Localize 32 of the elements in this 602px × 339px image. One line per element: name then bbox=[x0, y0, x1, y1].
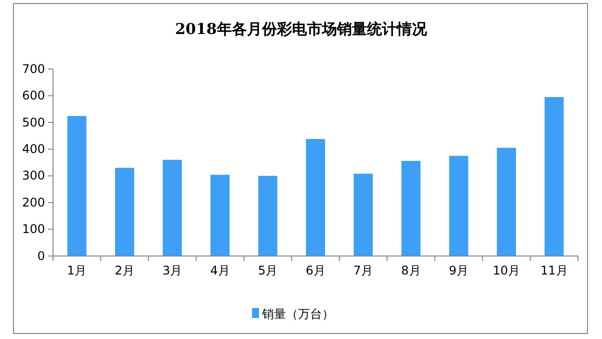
y-tick-label: 600 bbox=[22, 88, 45, 103]
x-tick-label: 5月 bbox=[258, 264, 278, 278]
bar bbox=[162, 160, 182, 256]
x-tick-label: 9月 bbox=[448, 264, 468, 278]
x-tick-label: 10月 bbox=[492, 264, 520, 278]
bar bbox=[401, 160, 420, 256]
x-tick-label: 4月 bbox=[210, 264, 230, 278]
y-tick-label: 500 bbox=[22, 115, 45, 130]
y-tick-label: 400 bbox=[22, 142, 45, 156]
y-tick-label: 300 bbox=[22, 168, 45, 183]
legend-label: 销量（万台） bbox=[261, 307, 334, 321]
bar bbox=[496, 148, 516, 256]
chart-title: 2018年各月份彩电市场销量统计情况 bbox=[175, 20, 428, 38]
x-tick-label: 1月 bbox=[67, 264, 87, 278]
x-tick-label: 8月 bbox=[401, 264, 421, 278]
bar bbox=[210, 174, 230, 256]
x-tick-label: 2月 bbox=[114, 264, 134, 278]
bar bbox=[306, 138, 326, 256]
bar bbox=[354, 174, 373, 256]
y-tick-label: 0 bbox=[37, 248, 45, 263]
bar bbox=[449, 156, 468, 256]
bar bbox=[544, 97, 564, 256]
x-tick-label: 6月 bbox=[306, 264, 326, 278]
bar bbox=[67, 116, 86, 256]
x-tick-label: 11月 bbox=[540, 264, 568, 278]
bar bbox=[115, 168, 134, 256]
y-tick-label: 200 bbox=[22, 195, 45, 210]
x-tick-label: 7月 bbox=[353, 264, 374, 278]
bar bbox=[258, 176, 278, 256]
y-tick-label: 100 bbox=[22, 222, 45, 236]
x-tick-label: 3月 bbox=[162, 264, 182, 278]
y-tick-label: 700 bbox=[22, 62, 45, 76]
